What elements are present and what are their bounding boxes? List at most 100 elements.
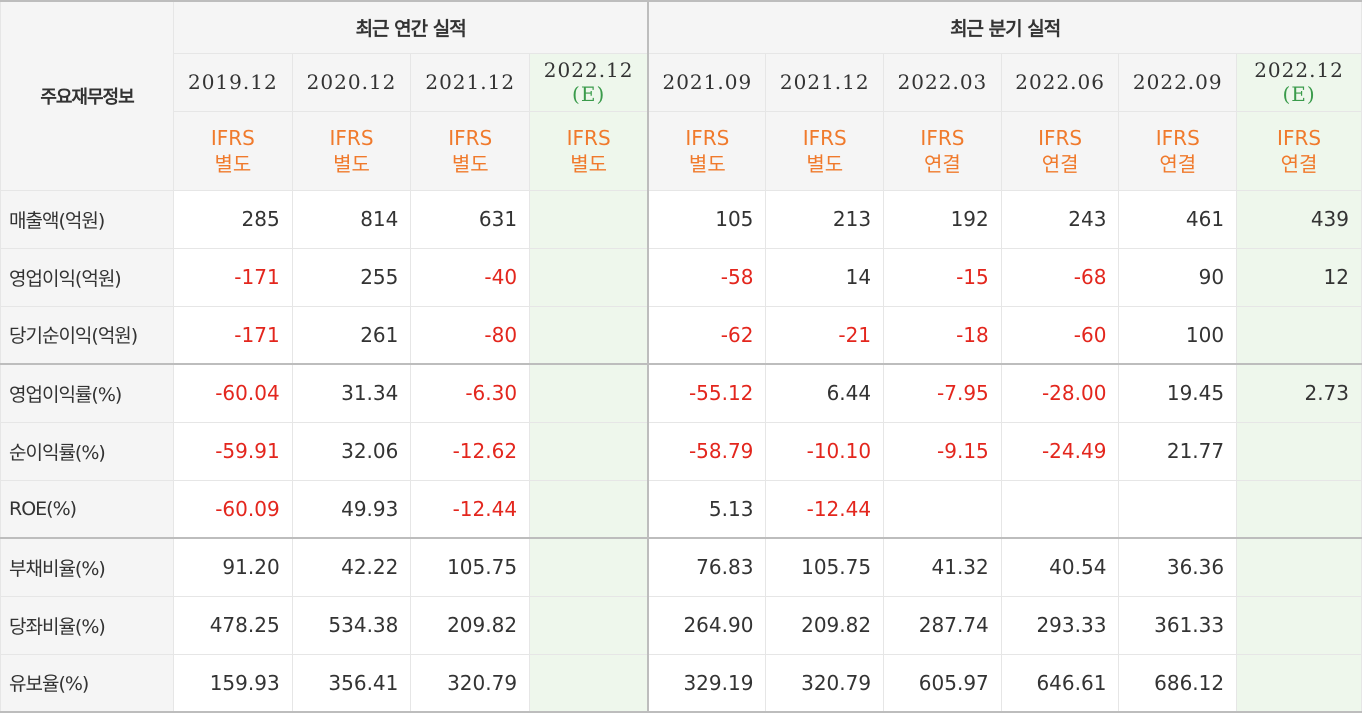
standard-scope: 별도 <box>688 151 726 176</box>
accounting-standard: IFRS 별도 <box>765 110 885 191</box>
value-cell: -10.10 <box>765 421 885 481</box>
value-cell: 32.06 <box>291 421 412 481</box>
value-cell: 320.79 <box>410 653 531 713</box>
value-cell: -21 <box>765 305 885 365</box>
value-cell: 329.19 <box>647 653 767 713</box>
period-date: 2022.03 <box>897 70 988 94</box>
row-label: 당좌비율(%) <box>0 595 174 655</box>
standard-type: IFRS <box>210 125 255 150</box>
value-cell: 12 <box>1236 247 1362 307</box>
standard-type: IFRS <box>329 125 374 150</box>
value-cell <box>529 305 649 365</box>
row-label: 영업이익률(%) <box>0 363 174 423</box>
table-row: 영업이익률(%) -60.04 31.34 -6.30 -55.12 6.44 -7.95-… <box>0 363 1362 423</box>
value-cell <box>529 537 649 597</box>
value-cell: 209.82 <box>765 595 885 655</box>
period-date: 2019.12 <box>187 70 278 94</box>
value-cell: 361.33 <box>1118 595 1238 655</box>
value-cell: -62 <box>647 305 767 365</box>
value-cell: -60.09 <box>173 479 293 539</box>
value-cell: 2.73 <box>1236 363 1362 423</box>
value-cell: 439 <box>1236 189 1362 249</box>
accounting-standard: IFRS 별도 <box>173 110 293 191</box>
value-cell: 14 <box>765 247 885 307</box>
value-cell: 255 <box>291 247 412 307</box>
value-cell: 243 <box>1000 189 1120 249</box>
standard-type: IFRS <box>685 125 730 150</box>
value-cell: 91.20 <box>173 537 293 597</box>
value-cell: 105.75 <box>765 537 885 597</box>
value-cell <box>1236 305 1362 365</box>
value-cell: 5.13 <box>647 479 767 539</box>
value-cell: 814 <box>291 189 412 249</box>
value-cell <box>1000 479 1120 539</box>
accounting-standard: IFRS 별도 <box>291 110 412 191</box>
value-cell: 686.12 <box>1118 653 1238 713</box>
standard-scope: 별도 <box>333 151 370 176</box>
value-cell: -12.44 <box>410 479 531 539</box>
period-header: 2022.03 <box>883 52 1002 112</box>
value-cell: 605.97 <box>883 653 1002 713</box>
row-label: 매출액(억원) <box>0 189 174 249</box>
table-row: 당기순이익(억원) -171 261 -80 -62 -21 -18 -60 100 <box>0 305 1362 365</box>
estimate-mark: (E) <box>1282 82 1316 106</box>
value-cell: 534.38 <box>291 595 412 655</box>
value-cell: 6.44 <box>765 363 885 423</box>
period-header: 2022.06 <box>1000 52 1120 112</box>
standard-type: IFRS <box>1277 125 1322 150</box>
standard-scope: 연결 <box>924 151 961 176</box>
standard-type: IFRS <box>566 125 611 150</box>
value-cell: 90 <box>1118 247 1238 307</box>
value-cell: 320.79 <box>765 653 885 713</box>
accounting-standard: IFRS 별도 <box>647 110 767 191</box>
value-cell: 159.93 <box>173 653 293 713</box>
value-cell: -6.30 <box>410 363 531 423</box>
value-cell: 264.90 <box>647 595 767 655</box>
accounting-standard: IFRS 연결 <box>1000 110 1120 191</box>
standard-scope: 별도 <box>451 151 489 176</box>
period-date: 2022.06 <box>1015 70 1105 94</box>
value-cell: -40 <box>410 247 531 307</box>
value-cell: 646.61 <box>1000 653 1120 713</box>
value-cell: 461 <box>1118 189 1238 249</box>
value-cell <box>529 479 649 539</box>
standard-type: IFRS <box>920 125 965 150</box>
value-cell: 287.74 <box>883 595 1002 655</box>
row-label: 유보율(%) <box>0 653 174 713</box>
table-row: 순이익률(%) -59.91 32.06 -12.62 -58.79 -10.10 -9.1… <box>0 421 1362 481</box>
value-cell: 100 <box>1118 305 1238 365</box>
standard-scope: 별도 <box>806 151 844 176</box>
value-cell: 478.25 <box>173 595 293 655</box>
value-cell: 192 <box>883 189 1002 249</box>
standard-scope: 연결 <box>1280 151 1318 176</box>
value-cell: 293.33 <box>1000 595 1120 655</box>
value-cell <box>1236 537 1362 597</box>
value-cell: 19.45 <box>1118 363 1238 423</box>
value-cell: -18 <box>883 305 1002 365</box>
value-cell: 36.36 <box>1118 537 1238 597</box>
period-date: 2022.12 <box>1254 58 1344 82</box>
value-cell <box>1236 421 1362 481</box>
value-cell: 31.34 <box>291 363 412 423</box>
value-cell <box>529 653 649 713</box>
accounting-standard: IFRS 연결 <box>1236 110 1362 191</box>
value-cell: -12.62 <box>410 421 531 481</box>
value-cell: -9.15 <box>883 421 1002 481</box>
table-row: 유보율(%) 159.93 356.41 320.79 329.19 320.79 605.… <box>0 653 1362 713</box>
row-label: 당기순이익(억원) <box>0 305 174 365</box>
value-cell: 356.41 <box>291 653 412 713</box>
row-label: 영업이익(억원) <box>0 247 174 307</box>
value-cell: 105.75 <box>410 537 531 597</box>
period-date: 2021.09 <box>662 70 753 94</box>
table-row: 영업이익(억원) -171 255 -40 -58 14 -15 -68 90 12 <box>0 247 1362 307</box>
period-header: 2022.09 <box>1118 52 1238 112</box>
value-cell: 42.22 <box>291 537 412 597</box>
table-row: 당좌비율(%) 478.25 534.38 209.82 264.90 209.82 287… <box>0 595 1362 655</box>
value-cell: -80 <box>410 305 531 365</box>
value-cell: -7.95 <box>883 363 1002 423</box>
period-header: 2022.12 (E) <box>1236 52 1362 112</box>
value-cell: -171 <box>173 305 293 365</box>
value-cell <box>1236 595 1362 655</box>
quarter-group-header: 최근 분기 실적 <box>647 0 1363 54</box>
